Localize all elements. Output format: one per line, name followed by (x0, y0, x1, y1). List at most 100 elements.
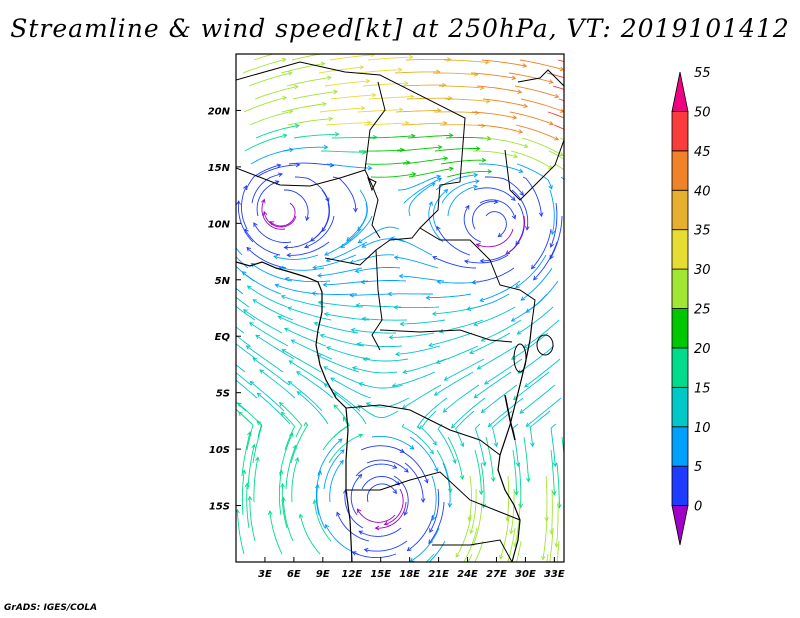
streamline (481, 384, 518, 413)
streamline-arrow (278, 172, 283, 177)
streamline-arrow (519, 409, 525, 414)
streamline (236, 372, 252, 386)
streamline (356, 304, 402, 308)
streamline (428, 201, 444, 243)
streamline-arrow (287, 380, 293, 386)
streamline-arrow (447, 587, 451, 591)
streamline (426, 293, 472, 299)
streamline-arrow (221, 233, 224, 237)
streamline-arrow (511, 214, 517, 220)
streamline-arrow (251, 443, 256, 449)
streamline-arrow (366, 120, 372, 125)
streamline-arrow (398, 107, 404, 112)
colorbar-segment (671, 189, 689, 231)
streamline (428, 540, 446, 562)
streamline (287, 307, 332, 321)
streamline (236, 287, 244, 295)
streamline (400, 84, 446, 87)
streamline-arrow (328, 116, 334, 122)
streamline (363, 122, 409, 126)
streamline-arrow (333, 392, 339, 397)
lon-tick-label: 18E (399, 569, 420, 580)
streamline-arrow (336, 511, 341, 517)
colorbar-label: 45 (694, 145, 711, 160)
streamline (236, 305, 256, 321)
streamline-arrow (473, 393, 479, 399)
streamline (445, 98, 490, 103)
streamline (358, 149, 404, 152)
streamline (323, 280, 369, 286)
streamline (254, 85, 298, 100)
colorbar-label: 0 (694, 500, 702, 515)
streamline-arrow (220, 292, 224, 296)
streamline (371, 435, 415, 450)
streamline (473, 187, 516, 201)
streamline-arrow (280, 294, 286, 300)
streamline-arrow (559, 151, 564, 156)
streamline-arrow (313, 321, 319, 327)
streamline-arrow (261, 198, 266, 204)
streamline-arrow (428, 342, 434, 348)
streamline (442, 462, 451, 507)
streamline-arrow (566, 216, 570, 220)
streamline-arrow (479, 297, 485, 302)
streamline-arrow (315, 483, 320, 489)
streamline (550, 423, 557, 467)
streamline (505, 215, 526, 255)
streamline (279, 402, 303, 438)
streamline-arrow (408, 54, 414, 60)
streamline (366, 459, 409, 473)
streamline (241, 470, 245, 516)
streamline-arrow (512, 115, 518, 120)
streamline (350, 254, 395, 264)
streamline (400, 319, 446, 325)
streamline (455, 514, 472, 558)
streamline-arrow (317, 300, 323, 305)
streamline (364, 540, 408, 552)
streamline (287, 241, 330, 256)
streamline-arrow (438, 328, 444, 334)
streamline (314, 322, 359, 334)
streamline (396, 345, 441, 355)
streamline (299, 514, 321, 555)
streamline (474, 449, 482, 495)
streamline-arrow (518, 168, 524, 173)
streamline (252, 299, 294, 321)
streamline-arrow (357, 238, 363, 244)
streamline-arrow (509, 529, 514, 535)
streamline (236, 326, 245, 334)
streamline-arrow (273, 254, 279, 260)
streamline-arrow (262, 210, 268, 216)
streamline-arrow (404, 468, 409, 473)
streamline (481, 319, 522, 342)
streamline (395, 109, 441, 113)
streamline-arrow (424, 478, 429, 484)
streamline (403, 178, 442, 204)
streamline-arrow (448, 133, 454, 138)
streamline (291, 457, 299, 503)
streamline (416, 397, 448, 430)
streamline (446, 170, 492, 178)
streamline (326, 163, 372, 169)
streamline (329, 460, 344, 503)
streamline-arrow (410, 133, 416, 139)
streamline (479, 163, 523, 173)
streamline (522, 176, 542, 217)
streamline-arrow (597, 70, 601, 74)
streamline-arrow (243, 309, 248, 314)
streamline (281, 349, 322, 373)
streamline-arrow (351, 551, 357, 556)
streamline (332, 176, 357, 212)
streamline-arrow (211, 343, 215, 347)
streamline-arrow (215, 318, 219, 322)
streamline-arrow (449, 166, 454, 172)
lon-tick-label: 12E (341, 569, 362, 580)
colorbar-label: 30 (694, 263, 711, 278)
colorbar-segment (671, 347, 689, 388)
streamline (326, 346, 371, 360)
streamline (325, 122, 371, 126)
streamline (558, 98, 564, 102)
streamline (315, 470, 322, 516)
streamline (556, 462, 560, 508)
streamline-arrow (554, 93, 560, 99)
